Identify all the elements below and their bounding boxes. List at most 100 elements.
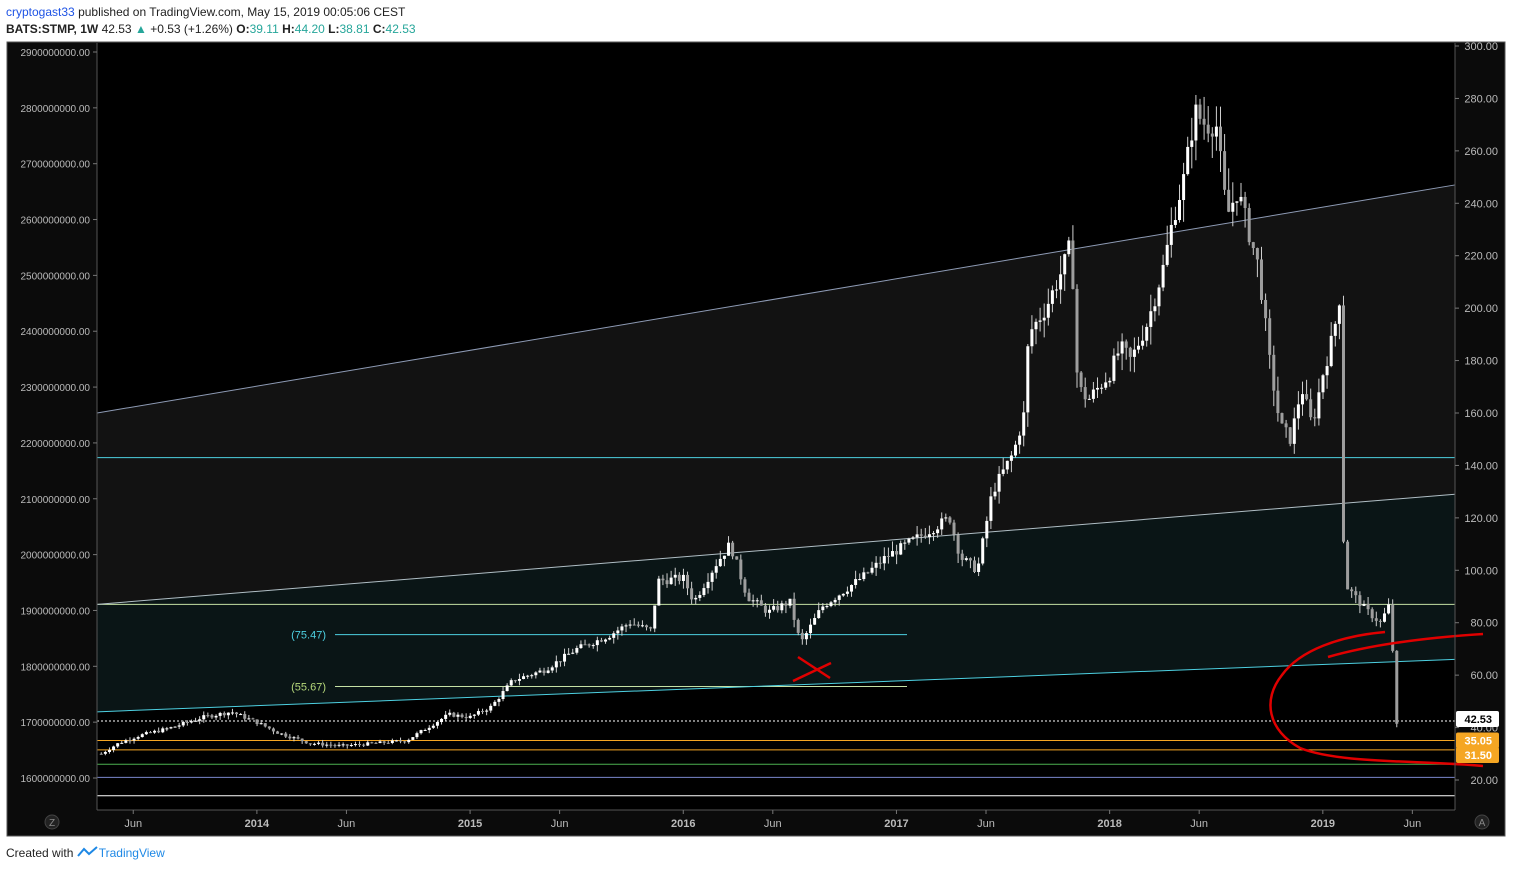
candle-body <box>157 730 161 733</box>
candle-body <box>226 712 230 716</box>
candle-body <box>345 744 349 746</box>
auto-scale-icon[interactable] <box>1474 814 1490 830</box>
candle-body <box>403 741 407 743</box>
right-axis-label: 120.00 <box>1464 513 1498 525</box>
candle-body <box>169 727 173 729</box>
candle-body <box>505 685 509 692</box>
candle-body <box>230 712 234 714</box>
candle-body <box>542 670 546 673</box>
candle-body <box>112 746 116 750</box>
candle-body <box>866 572 870 574</box>
candle-body <box>727 542 731 556</box>
candle-body <box>702 588 706 596</box>
candle-body <box>472 714 476 716</box>
symbol-label[interactable]: BATS:STMP, 1W <box>6 22 99 36</box>
candle-body <box>337 744 341 746</box>
horizontal-levels <box>97 457 1455 797</box>
candle-body <box>280 733 284 735</box>
tradingview-brand[interactable]: TradingView <box>98 846 165 860</box>
candle-body <box>558 661 562 663</box>
low-label: L: <box>328 22 340 36</box>
price-labels: 42.53 35.05 31.50 <box>1456 711 1499 763</box>
candle-body <box>1112 355 1116 381</box>
candle-body <box>304 741 308 744</box>
right-price-axis[interactable]: 300.00 280.00 260.00 240.00 220.00 200.00 180.… <box>1455 41 1498 787</box>
candle-body <box>1034 321 1038 330</box>
price-label-text: 31.50 <box>1464 750 1492 762</box>
candle-body <box>1141 340 1145 346</box>
candle-body <box>669 577 673 585</box>
candle-body <box>1116 353 1120 356</box>
left-axis[interactable]: 2900000000.00 2800000000.00 2700000000.00 2… <box>20 48 97 785</box>
time-axis-label: Jun <box>338 818 356 830</box>
time-axis[interactable]: Jun 2014 Jun 2015 Jun 2016 Jun 2017 Jun 2018 Jun 20… <box>124 810 1421 830</box>
right-axis-label: 60.00 <box>1470 670 1498 682</box>
price-label-text: 35.05 <box>1464 736 1492 748</box>
right-axis-label: 20.00 <box>1470 775 1498 787</box>
candle-body <box>591 645 595 647</box>
fib-level-label: (55.67) <box>291 681 326 693</box>
candle-body <box>550 667 554 671</box>
zoom-reset-icon[interactable] <box>44 814 60 830</box>
candle-body <box>636 624 640 626</box>
candle-body <box>554 661 558 668</box>
upper-channel-fill <box>97 184 1455 605</box>
candle-body <box>755 600 759 602</box>
low-value: 38.81 <box>339 22 370 36</box>
candle-body <box>1075 288 1079 373</box>
time-axis-label: 2014 <box>245 818 270 830</box>
candle-body <box>722 555 726 559</box>
time-axis-label: 2016 <box>671 818 695 830</box>
time-axis-label: Jun <box>764 818 782 830</box>
candle-body <box>132 738 136 741</box>
candle-body <box>1374 618 1378 621</box>
candle-body <box>300 738 304 742</box>
candle-body <box>997 473 1001 492</box>
candle-body <box>522 676 526 680</box>
left-axis-label: 2700000000.00 <box>20 160 90 171</box>
candle-body <box>923 535 927 538</box>
author-link[interactable]: cryptogast33 <box>6 5 75 19</box>
candle-body <box>1190 140 1194 147</box>
candle-body <box>833 599 837 603</box>
candle-body <box>177 725 181 727</box>
candle-body <box>661 578 665 581</box>
candle-body <box>148 732 152 734</box>
candle-body <box>189 721 193 723</box>
candle-body <box>624 625 628 627</box>
candle-body <box>1264 299 1268 319</box>
candle-body <box>1223 151 1227 190</box>
candle-body <box>1136 345 1140 350</box>
candle-body <box>1247 208 1251 243</box>
candle-body <box>390 740 394 743</box>
candle-body <box>538 670 542 673</box>
red-arc-annotation <box>1327 632 1484 659</box>
right-axis-label: 180.00 <box>1464 356 1498 368</box>
candle-body <box>751 600 755 602</box>
candle-body <box>235 712 239 715</box>
candle-body <box>489 705 493 711</box>
left-axis-label: 1700000000.00 <box>20 718 90 729</box>
candle-body <box>899 543 903 555</box>
candle-body <box>919 534 923 536</box>
candle-body <box>1157 287 1161 307</box>
candle-body <box>686 574 690 589</box>
candle-body <box>308 743 312 745</box>
candle-body <box>1218 126 1222 152</box>
time-axis-label: Jun <box>124 818 142 830</box>
candle-body <box>415 733 419 738</box>
candle-body <box>1018 435 1022 445</box>
candle-body <box>1042 317 1046 321</box>
candle-body <box>739 559 743 580</box>
channel-fills <box>97 184 1455 712</box>
right-axis-label: 80.00 <box>1470 618 1498 630</box>
candle-body <box>788 598 792 606</box>
candle-body <box>530 675 534 677</box>
open-label: O: <box>236 22 250 36</box>
time-axis-label: Jun <box>1403 818 1421 830</box>
candle-body <box>681 574 685 581</box>
candle-body <box>1321 375 1325 393</box>
candle-body <box>952 522 956 535</box>
candle-body <box>1235 201 1239 203</box>
